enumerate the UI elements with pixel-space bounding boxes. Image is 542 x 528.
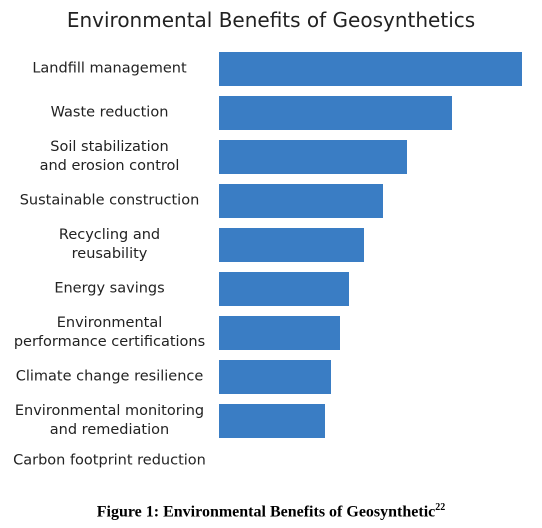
y-tick-label: Waste reduction bbox=[50, 104, 169, 121]
y-tick-label: Landfill management bbox=[32, 60, 187, 77]
y-tick-label: Environmental monitoring and remediation bbox=[14, 403, 205, 438]
bar bbox=[219, 272, 350, 306]
bar bbox=[219, 52, 522, 86]
y-tick-label: Carbon footprint reduction bbox=[13, 452, 206, 469]
caption-superscript: 22 bbox=[435, 502, 446, 513]
bar bbox=[219, 404, 326, 438]
bar bbox=[219, 184, 383, 218]
bar bbox=[219, 228, 365, 262]
caption-text: Figure 1: Environmental Benefits of Geos… bbox=[96, 503, 436, 521]
chart-title: Environmental Benefits of Geosynthetics bbox=[66, 8, 476, 32]
bar bbox=[219, 360, 332, 394]
bar bbox=[219, 316, 341, 350]
y-tick-label: Climate change resilience bbox=[15, 368, 204, 385]
y-tick-label: Sustainable construction bbox=[19, 192, 200, 209]
y-tick-label: Energy savings bbox=[54, 280, 165, 297]
bar bbox=[219, 140, 407, 174]
y-tick-label: Environmental performance certifications bbox=[13, 315, 206, 350]
y-tick-label: Recycling and reusability bbox=[58, 227, 161, 262]
caption: Figure 1: Environmental Benefits of Geos… bbox=[0, 502, 542, 521]
y-tick-label: Soil stabilization and erosion control bbox=[39, 139, 180, 174]
bar bbox=[219, 96, 453, 130]
